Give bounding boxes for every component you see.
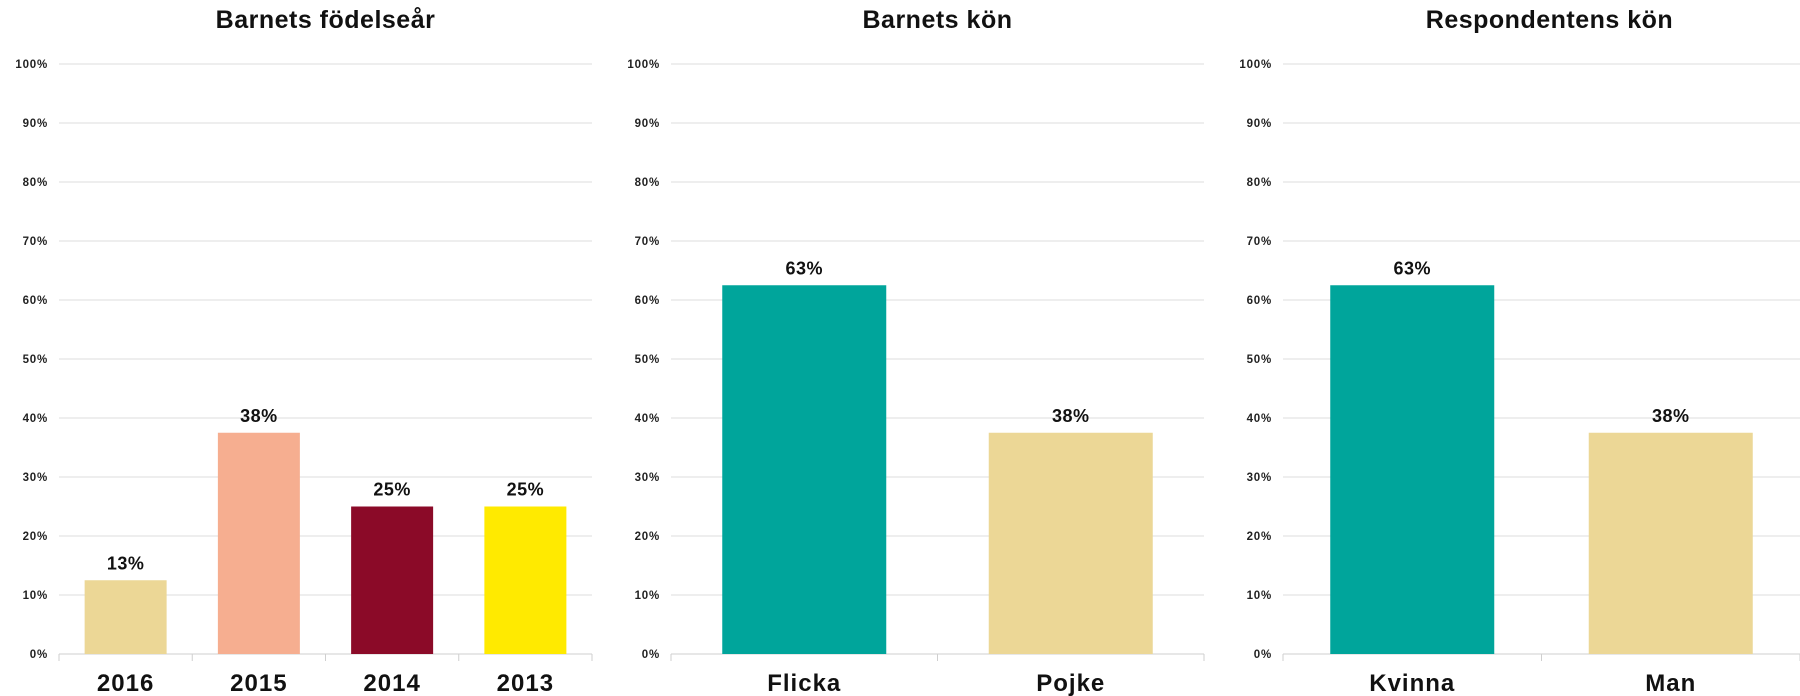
birth-year-y-tick-label: 100%	[15, 59, 48, 71]
chart-title-child-gender: Barnets kön	[862, 6, 1013, 34]
birth-year-category-label: 2013	[497, 670, 554, 696]
respondent-gender-y-tick-label: 50%	[1247, 354, 1272, 366]
birth-year-y-tick-label: 60%	[23, 295, 48, 307]
respondent-gender-data-label: 38%	[1652, 406, 1690, 426]
birth-year-y-tick-label: 0%	[30, 649, 48, 661]
birth-year-category-label: 2015	[230, 670, 287, 696]
child-gender-y-tick-label: 60%	[635, 295, 660, 307]
birth-year-y-tick-label: 50%	[23, 354, 48, 366]
respondent-gender-category-label: Kvinna	[1369, 670, 1455, 696]
birth-year-category-label: 2014	[363, 670, 420, 696]
child-gender-category-label: Flicka	[767, 670, 841, 696]
birth-year-y-tick-label: 40%	[23, 413, 48, 425]
child-gender-y-tick-label: 20%	[635, 531, 660, 543]
child-gender-y-tick-label: 50%	[635, 354, 660, 366]
birth-year-category-label: 2016	[97, 670, 154, 696]
birth-year-y-tick-label: 30%	[23, 472, 48, 484]
child-gender-y-tick-label: 100%	[627, 59, 660, 71]
birth-year-y-tick-label: 90%	[23, 118, 48, 130]
birth-year-bar	[84, 580, 167, 654]
child-gender-y-tick-label: 10%	[635, 590, 660, 602]
respondent-gender-y-tick-label: 10%	[1247, 590, 1272, 602]
birth-year-data-label: 25%	[507, 480, 545, 500]
respondent-gender-y-tick-label: 60%	[1247, 295, 1272, 307]
child-gender-y-tick-label: 70%	[635, 236, 660, 248]
respondent-gender-y-tick-label: 20%	[1247, 531, 1272, 543]
respondent-gender-category-label: Man	[1645, 670, 1696, 696]
respondent-gender-bar	[1588, 432, 1753, 654]
birth-year-bar	[217, 432, 300, 654]
respondent-gender-y-tick-label: 80%	[1247, 177, 1272, 189]
chart-title-birth-year: Barnets födelseår	[215, 6, 436, 34]
child-gender-y-tick-label: 90%	[635, 118, 660, 130]
child-gender-data-label: 38%	[1052, 406, 1090, 426]
birth-year-data-label: 38%	[240, 406, 278, 426]
child-gender-data-label: 63%	[785, 258, 823, 278]
respondent-gender-y-tick-label: 100%	[1239, 59, 1272, 71]
respondent-gender-y-tick-label: 90%	[1247, 118, 1272, 130]
birth-year-y-tick-label: 80%	[23, 177, 48, 189]
birth-year-bar	[351, 506, 434, 654]
respondent-gender-y-tick-label: 40%	[1247, 413, 1272, 425]
birth-year-y-tick-label: 10%	[23, 590, 48, 602]
birth-year-data-label: 25%	[373, 480, 411, 500]
birth-year-data-label: 13%	[107, 553, 145, 573]
respondent-gender-data-label: 63%	[1393, 258, 1431, 278]
birth-year-y-tick-label: 20%	[23, 531, 48, 543]
child-gender-bar	[988, 432, 1153, 654]
child-gender-y-tick-label: 0%	[642, 649, 660, 661]
respondent-gender-y-tick-label: 0%	[1254, 649, 1272, 661]
birth-year-y-tick-label: 70%	[23, 236, 48, 248]
respondent-gender-bar	[1330, 285, 1495, 654]
chart-title-respondent-gender: Respondentens kön	[1425, 6, 1674, 34]
child-gender-y-tick-label: 40%	[635, 413, 660, 425]
child-gender-y-tick-label: 80%	[635, 177, 660, 189]
child-gender-category-label: Pojke	[1036, 670, 1105, 696]
birth-year-bar	[484, 506, 567, 654]
child-gender-y-tick-label: 30%	[635, 472, 660, 484]
respondent-gender-y-tick-label: 70%	[1247, 236, 1272, 248]
respondent-gender-y-tick-label: 30%	[1247, 472, 1272, 484]
child-gender-bar	[722, 285, 887, 654]
